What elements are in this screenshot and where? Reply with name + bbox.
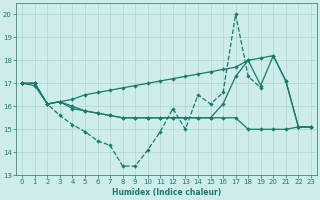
X-axis label: Humidex (Indice chaleur): Humidex (Indice chaleur) <box>112 188 221 197</box>
